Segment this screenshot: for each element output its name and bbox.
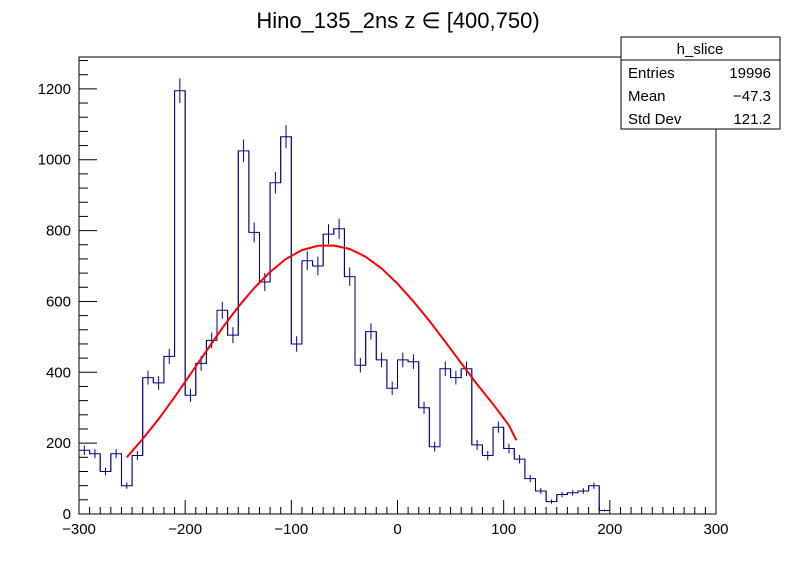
histogram-bin bbox=[471, 368, 478, 450]
histogram-bin bbox=[280, 125, 287, 183]
histogram-bin bbox=[110, 449, 117, 472]
chart-title: Hino_135_2ns z ∈ [400,750) bbox=[256, 8, 539, 33]
histogram-bin bbox=[174, 78, 181, 357]
histogram-bin bbox=[418, 361, 425, 414]
histogram-bin bbox=[524, 459, 531, 483]
stats-box-title: h_slice bbox=[677, 41, 724, 58]
histogram-bin bbox=[322, 224, 329, 267]
histogram-bin bbox=[237, 139, 245, 336]
fit-curve bbox=[126, 244, 518, 458]
histogram-bin bbox=[142, 370, 149, 456]
histogram-bin bbox=[492, 421, 499, 456]
histogram-bin bbox=[598, 485, 606, 512]
y-tick-label: 1000 bbox=[38, 152, 71, 169]
histogram-bin bbox=[227, 310, 234, 344]
histogram-bin bbox=[89, 449, 96, 459]
stats-box-frame bbox=[620, 36, 781, 130]
y-tick-label: 0 bbox=[63, 506, 71, 523]
histogram-bin bbox=[120, 453, 128, 489]
y-tick-label: 1200 bbox=[38, 81, 71, 98]
histogram-bin bbox=[556, 491, 563, 502]
x-tick-label: 300 bbox=[703, 521, 728, 538]
histogram-bin bbox=[407, 354, 414, 370]
y-tick-label: 600 bbox=[46, 293, 71, 310]
histogram-bin bbox=[439, 361, 446, 447]
histogram-bin bbox=[397, 352, 404, 389]
histogram-bin bbox=[503, 427, 510, 454]
stats-stddev-label: Std Dev bbox=[628, 111, 682, 128]
y-tick-label: 200 bbox=[46, 435, 71, 452]
stats-entries-label: Entries bbox=[628, 65, 675, 82]
histogram-bin bbox=[365, 323, 372, 366]
x-tick-label: −100 bbox=[274, 521, 308, 538]
stats-entries-value: 19996 bbox=[729, 65, 771, 82]
axes-layer: −300 −200 −100 0 100 200 300 0 200 400 600 800 1000 1… bbox=[38, 56, 729, 538]
histogram-bin bbox=[269, 171, 276, 282]
histogram-bin bbox=[513, 448, 521, 464]
histogram-bin bbox=[535, 478, 542, 494]
histogram-bin bbox=[588, 482, 595, 491]
histogram-bin bbox=[375, 331, 383, 368]
histogram-bin bbox=[184, 90, 191, 402]
histogram-bin bbox=[566, 490, 574, 496]
stats-stddev-value: 121.2 bbox=[733, 111, 771, 128]
histogram-layer bbox=[79, 78, 610, 512]
stats-mean-label: Mean bbox=[628, 88, 666, 105]
y-tick-label: 800 bbox=[46, 223, 71, 240]
histogram-bin bbox=[354, 276, 361, 373]
histogram-bin bbox=[290, 136, 298, 352]
histogram-bin bbox=[131, 450, 138, 486]
x-tick-label: −300 bbox=[62, 521, 96, 538]
x-tick-label: 100 bbox=[491, 521, 516, 538]
histogram-bin bbox=[99, 453, 107, 476]
histogram-bin bbox=[386, 359, 393, 395]
histogram-outline bbox=[79, 90, 610, 511]
histogram-bin bbox=[163, 348, 170, 383]
x-tick-label: 200 bbox=[597, 521, 622, 538]
stats-mean-value: −47.3 bbox=[733, 88, 771, 105]
x-tick-label: 0 bbox=[393, 521, 401, 538]
histogram-bin bbox=[333, 218, 340, 239]
fit-layer bbox=[126, 244, 518, 458]
histogram-bin bbox=[343, 228, 351, 286]
stats-box: h_slice Entries 19996 Mean −47.3 Std Dev… bbox=[620, 36, 781, 130]
histogram-bin bbox=[152, 376, 160, 390]
histogram-bin bbox=[450, 368, 457, 385]
histogram-bin bbox=[301, 251, 308, 344]
histogram-bin bbox=[545, 490, 552, 504]
histogram-bin bbox=[577, 488, 584, 494]
y-tick-label: 400 bbox=[46, 364, 71, 381]
histogram-bin bbox=[248, 150, 255, 243]
x-tick-label: −200 bbox=[168, 521, 202, 538]
histogram-bin bbox=[258, 232, 266, 292]
histogram-bin bbox=[481, 444, 489, 461]
histogram-bin bbox=[428, 407, 436, 452]
histogram-bin bbox=[312, 256, 319, 276]
